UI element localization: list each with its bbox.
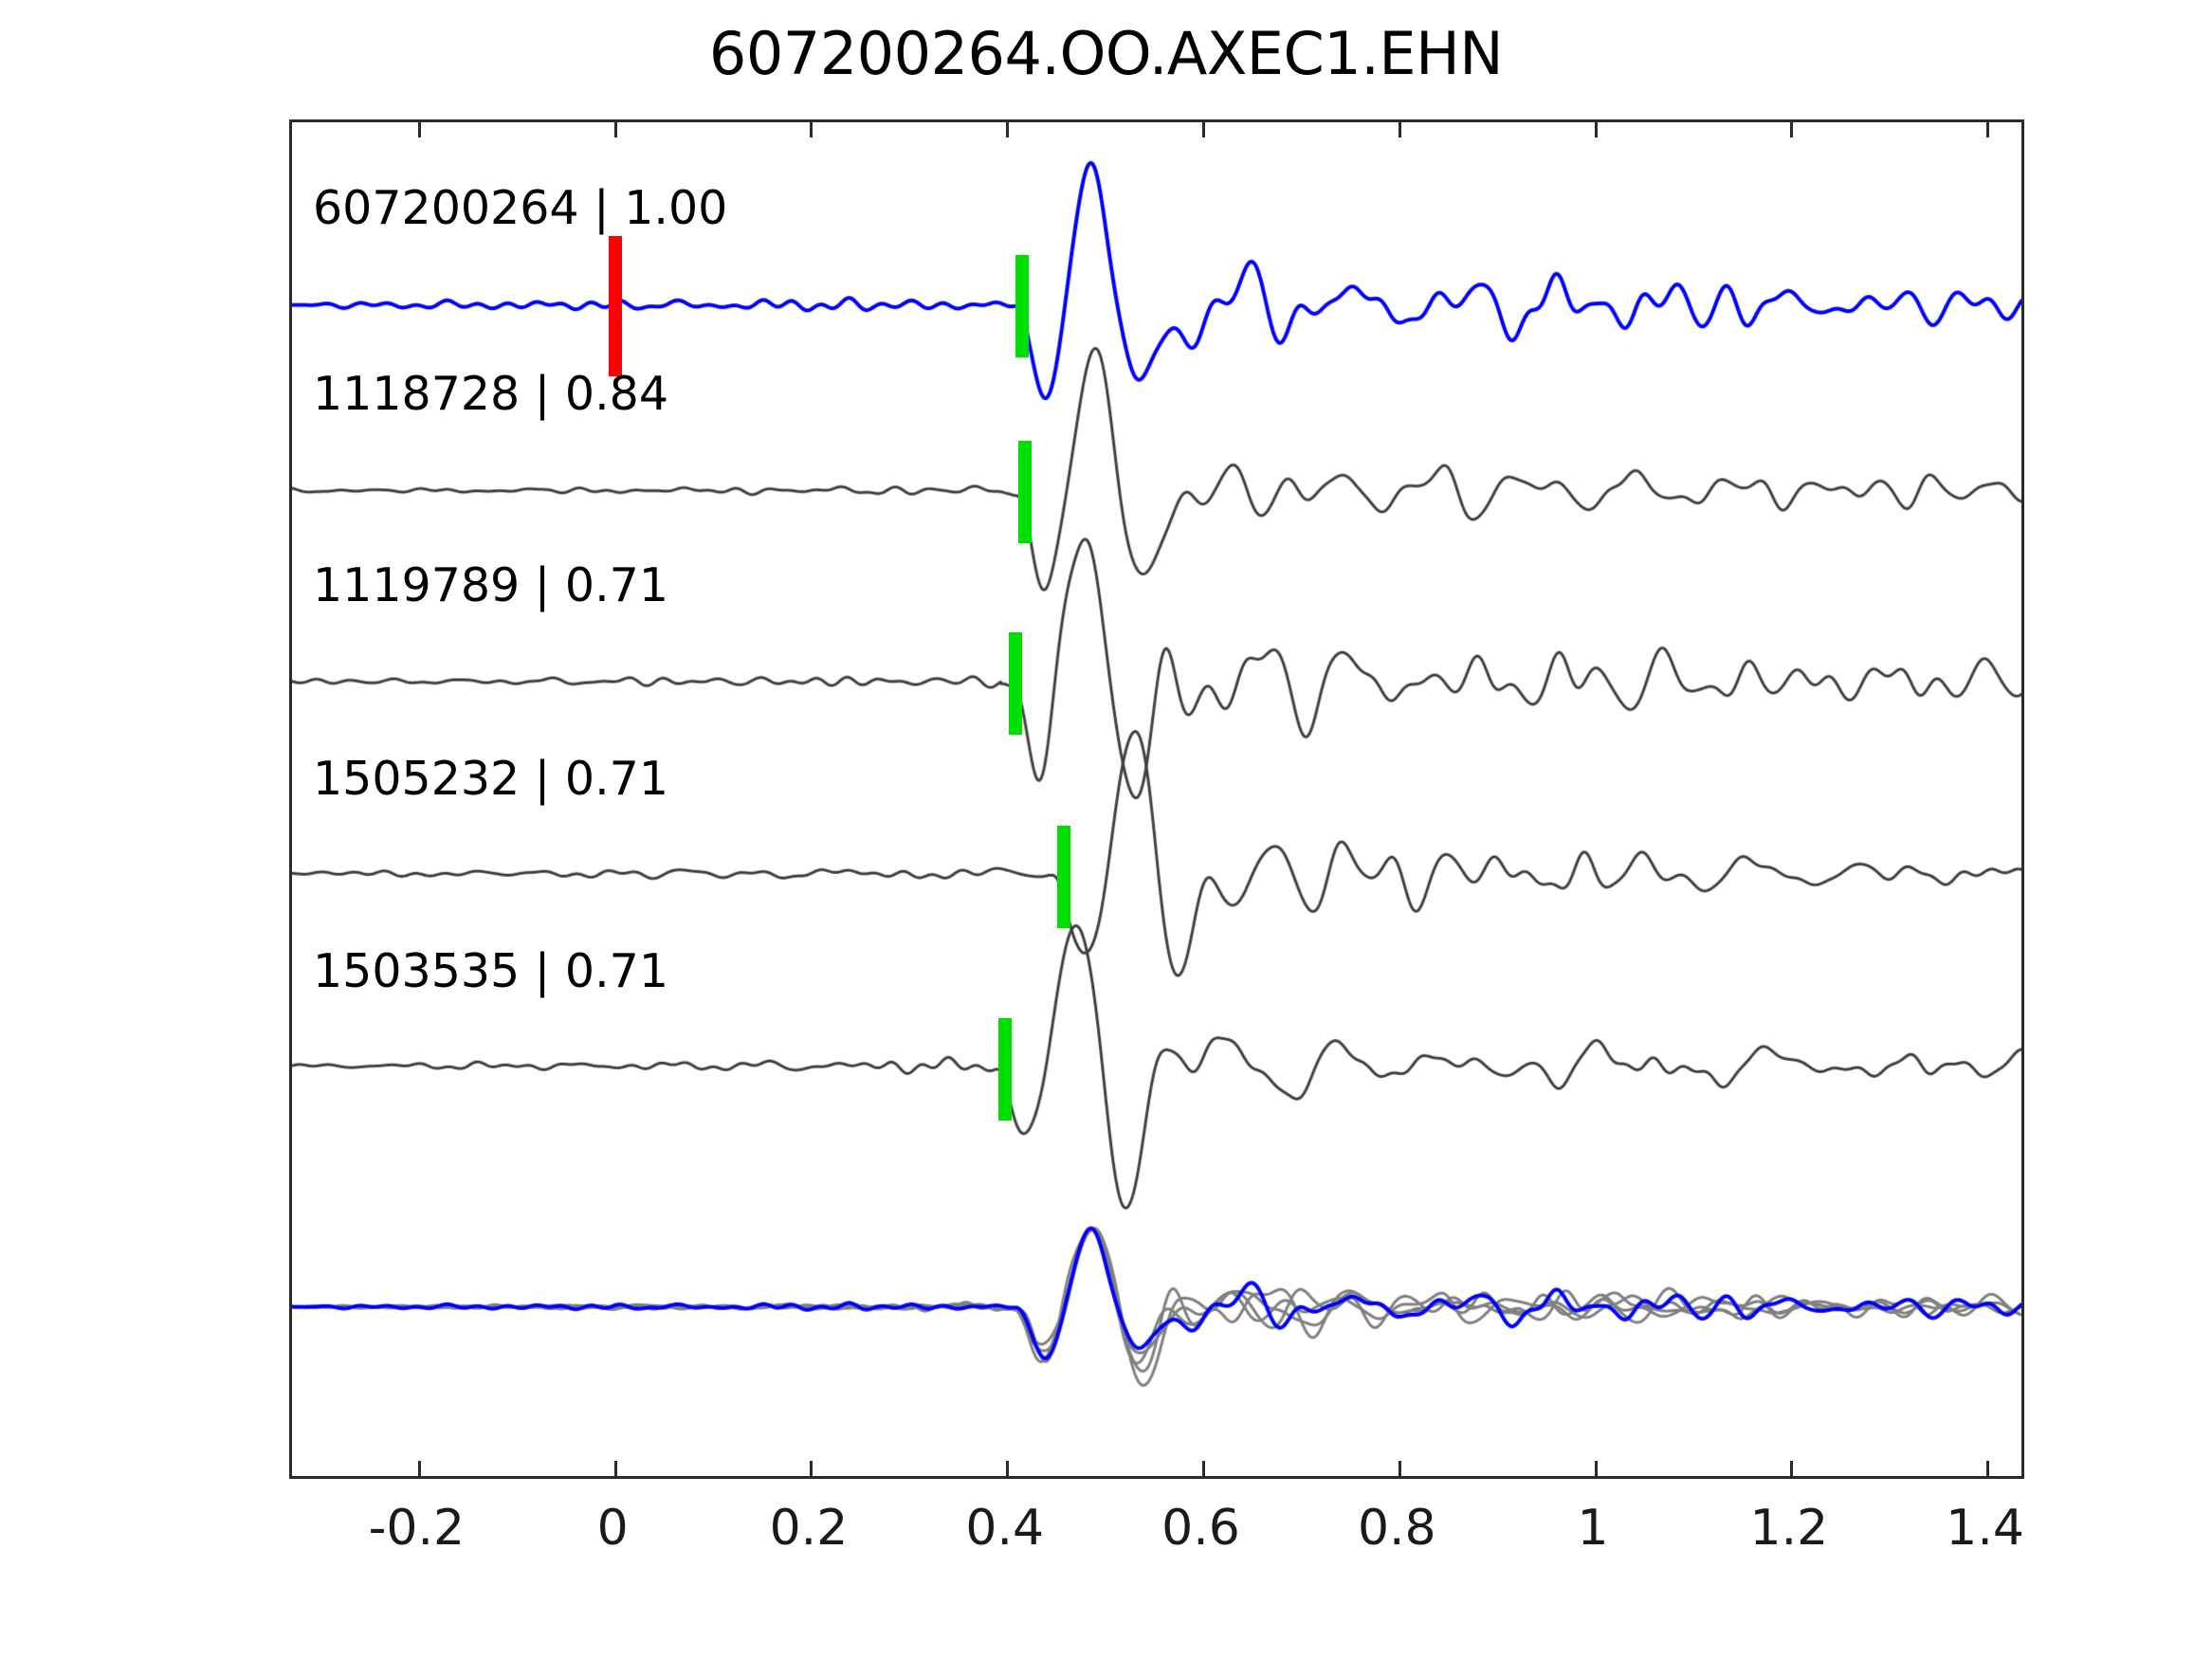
x-axis-tick-label: 0.8	[1357, 1500, 1436, 1557]
x-axis-tick-label: 0	[596, 1500, 629, 1557]
x-axis-tick-bottom	[417, 1461, 421, 1477]
trace-label-1505232: 1505232 | 0.71	[313, 751, 668, 806]
plot-axes	[289, 119, 2024, 1479]
trace-label-1119789: 1119789 | 0.71	[313, 558, 668, 613]
waveform-canvas	[292, 122, 2021, 1476]
x-axis-tick-label: 1	[1577, 1500, 1609, 1557]
x-axis-tick-top	[1986, 121, 1990, 137]
x-axis-tick-bottom	[1594, 1461, 1598, 1477]
x-axis-tick-top	[1594, 121, 1598, 137]
x-axis-tick-bottom	[1202, 1461, 1206, 1477]
x-axis-tick-bottom	[1006, 1461, 1010, 1477]
x-axis-tick-top	[417, 121, 421, 137]
x-axis-tick-label: 1.2	[1749, 1500, 1829, 1557]
x-axis-tick-top	[1202, 121, 1206, 137]
x-axis-tick-top	[1006, 121, 1010, 137]
origin-marker-607200264	[609, 235, 623, 376]
x-axis-tick-bottom	[1790, 1461, 1794, 1477]
x-axis-tick-bottom	[810, 1461, 814, 1477]
trace-label-1118728: 1118728 | 0.84	[313, 367, 668, 422]
x-axis-tick-label: 1.4	[1946, 1500, 2024, 1557]
pick-marker-1119789	[1009, 632, 1023, 736]
trace-label-607200264: 607200264 | 1.00	[313, 180, 728, 235]
x-axis-tick-top	[1790, 121, 1794, 137]
x-axis-tick-label: 0.2	[769, 1500, 849, 1557]
trace-label-1503535: 1503535 | 0.71	[313, 944, 668, 999]
x-axis-tick-label: 0.6	[1161, 1500, 1240, 1557]
x-axis-tick-bottom	[1986, 1461, 1990, 1477]
x-axis-tick-bottom	[1398, 1461, 1401, 1477]
x-axis-tick-top	[810, 121, 814, 137]
page-title: 607200264.OO.AXEC1.EHN	[708, 19, 1504, 88]
pick-marker-1505232	[1056, 825, 1070, 928]
pick-marker-607200264	[1015, 254, 1030, 357]
x-axis-tick-label: -0.2	[368, 1500, 466, 1557]
x-axis-tick-label: 0.4	[965, 1500, 1045, 1557]
x-axis-tick-bottom	[613, 1461, 617, 1477]
pick-marker-1118728	[1018, 441, 1033, 544]
pick-marker-1503535	[997, 1018, 1012, 1121]
x-axis-tick-top	[1398, 121, 1401, 137]
x-axis-tick-top	[613, 121, 617, 137]
